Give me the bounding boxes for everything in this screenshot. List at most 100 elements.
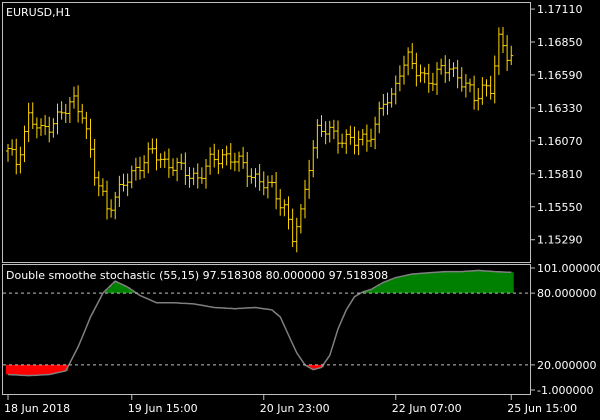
overbought-fill — [389, 279, 395, 294]
oversold-fill — [26, 364, 32, 376]
overbought-fill — [113, 281, 118, 294]
overbought-fill — [463, 271, 469, 294]
overbought-fill — [109, 285, 114, 294]
overbought-fill — [406, 274, 411, 294]
overbought-fill — [480, 270, 485, 294]
price-bar — [199, 167, 204, 184]
main-panel-frame — [2, 2, 531, 263]
price-bar — [501, 26, 505, 54]
overbought-fill — [401, 275, 407, 294]
overbought-fill — [472, 270, 477, 294]
y-tick-label: 1.16850 — [537, 36, 583, 49]
overbought-fill — [377, 284, 382, 294]
overbought-fill — [488, 271, 494, 294]
price-bar — [402, 55, 406, 85]
price-bar — [410, 43, 415, 70]
overbought-fill — [385, 280, 390, 294]
overbought-fill — [414, 273, 419, 294]
price-bar — [418, 64, 423, 83]
price-bars-group — [6, 26, 514, 253]
y-tick-label: 20.000000 — [537, 359, 597, 372]
price-bar — [142, 155, 147, 179]
price-bar — [100, 178, 105, 197]
x-tick-label: 22 Jun 07:00 — [392, 402, 462, 415]
overbought-fill — [373, 287, 378, 294]
price-bar — [191, 167, 196, 186]
overbought-fill — [368, 289, 374, 294]
price-bar — [245, 151, 250, 188]
price-bar — [237, 151, 241, 172]
price-bar — [265, 175, 270, 199]
price-bar — [166, 148, 171, 178]
price-bar — [406, 47, 411, 76]
price-bar — [10, 139, 15, 156]
price-bar — [92, 138, 97, 186]
overbought-fill — [381, 282, 386, 294]
price-bar — [179, 153, 184, 170]
price-bar — [84, 111, 89, 140]
price-bar — [307, 159, 312, 199]
price-bar — [80, 103, 85, 124]
price-bar — [278, 189, 283, 216]
x-tick-label: 25 Jun 15:00 — [507, 402, 577, 415]
price-bar — [476, 87, 481, 111]
overbought-fill — [129, 289, 135, 294]
price-bar — [146, 142, 151, 174]
price-bar — [385, 92, 390, 115]
price-bar — [63, 103, 68, 123]
price-bar — [39, 118, 43, 136]
price-bar — [125, 173, 130, 197]
price-bar — [220, 148, 225, 169]
price-bar — [459, 67, 464, 92]
price-bar — [22, 125, 27, 163]
price-bar — [270, 175, 274, 188]
indicator-y-axis: 101.000000 80.000000 20.000000 -1.000000 — [531, 262, 600, 397]
price-bar — [311, 140, 316, 178]
price-bar — [117, 175, 122, 207]
oversold-fill — [51, 364, 56, 374]
overbought-fill — [117, 283, 122, 294]
price-bar — [496, 27, 501, 75]
price-bar — [158, 153, 163, 168]
price-bar — [356, 130, 361, 156]
price-bar — [187, 167, 192, 188]
price-bar — [55, 103, 60, 135]
y-tick-label: 1.16590 — [537, 69, 583, 82]
overbought-fill — [439, 271, 444, 294]
indicator-line-group — [7, 269, 512, 377]
price-bar — [509, 45, 514, 66]
overbought-fill — [393, 277, 399, 294]
price-bar — [468, 78, 472, 93]
oversold-fill — [30, 364, 36, 376]
overbought-fill — [500, 271, 506, 294]
oversold-fill — [34, 364, 40, 376]
price-bar — [393, 75, 398, 105]
price-bar — [224, 145, 229, 166]
price-bar — [121, 173, 126, 192]
price-bar — [303, 179, 307, 219]
oversold-fill — [59, 364, 65, 372]
price-bar — [336, 120, 340, 154]
x-tick-label: 20 Jun 23:00 — [260, 402, 330, 415]
x-tick-label: 18 Jun 2018 — [4, 402, 70, 415]
price-bar — [463, 74, 468, 98]
price-bar — [373, 116, 378, 150]
price-bar — [484, 79, 489, 97]
price-bar — [505, 35, 510, 71]
price-bar — [360, 128, 365, 146]
price-bar — [72, 86, 76, 109]
price-bar — [150, 138, 155, 154]
indicator-fill-group — [5, 270, 514, 376]
x-tick-label: 19 Jun 15:00 — [128, 402, 198, 415]
price-bar — [319, 115, 324, 137]
price-bar — [208, 147, 213, 175]
price-bar — [323, 121, 328, 145]
overbought-fill — [422, 273, 428, 294]
price-bar — [212, 143, 217, 168]
main-chart-title: EURUSD,H1 — [6, 6, 71, 19]
price-bar — [43, 115, 48, 136]
overbought-fill — [505, 272, 510, 294]
price-bar — [249, 168, 254, 184]
y-tick-label: 1.15810 — [537, 168, 583, 181]
y-tick-label: 1.15550 — [537, 201, 583, 214]
